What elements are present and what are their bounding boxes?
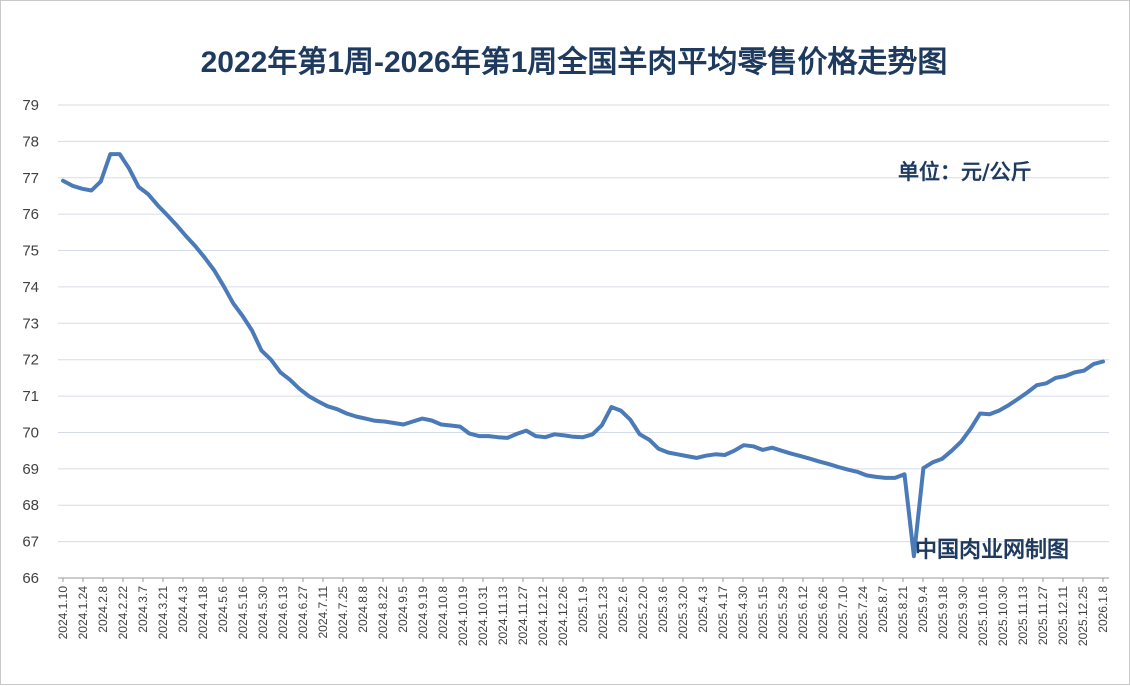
x-tick-label: 2025.8.7 bbox=[876, 586, 890, 633]
y-tick-label: 78 bbox=[22, 133, 39, 150]
x-tick-label: 2024.12.26 bbox=[556, 586, 570, 646]
x-tick-label: 2025.4.3 bbox=[696, 586, 710, 633]
x-tick-label: 2025.9.18 bbox=[936, 586, 950, 640]
y-tick-label: 66 bbox=[22, 570, 39, 587]
x-tick-label: 2024.10.8 bbox=[436, 586, 450, 640]
y-tick-label: 70 bbox=[22, 424, 39, 441]
x-tick-label: 2024.4.3 bbox=[176, 586, 190, 633]
x-tick-label: 2025.7.10 bbox=[836, 586, 850, 640]
x-tick-label: 2024.5.6 bbox=[216, 586, 230, 633]
x-tick-label: 2024.4.18 bbox=[196, 586, 210, 640]
x-tick-label: 2025.4.30 bbox=[736, 586, 750, 640]
x-tick-label: 2025.2.6 bbox=[616, 586, 630, 633]
y-tick-label: 74 bbox=[22, 279, 39, 296]
x-tick-label: 2024.10.19 bbox=[456, 586, 470, 646]
y-tick-label: 69 bbox=[22, 461, 39, 478]
x-tick-label: 2024.5.30 bbox=[256, 586, 270, 640]
x-tick-label: 2025.4.17 bbox=[716, 586, 730, 640]
x-tick-label: 2025.3.6 bbox=[656, 586, 670, 633]
x-tick-label: 2025.11.27 bbox=[1036, 586, 1050, 645]
x-tick-label: 2025.7.24 bbox=[856, 586, 870, 640]
x-tick-label: 2024.7.25 bbox=[336, 586, 350, 640]
x-tick-label: 2026.1.8 bbox=[1096, 586, 1110, 633]
watermark-label: 中国肉业网制图 bbox=[915, 538, 1069, 563]
x-tick-label: 2025.11.13 bbox=[1016, 586, 1030, 645]
x-tick-label: 2025.3.20 bbox=[676, 586, 690, 640]
chart-title: 2022年第1周-2026年第1周全国羊肉平均零售价格走势图 bbox=[201, 45, 948, 79]
y-tick-label: 67 bbox=[22, 534, 39, 551]
x-tick-label: 2024.10.31 bbox=[476, 586, 490, 646]
x-tick-label: 2025.5.15 bbox=[756, 586, 770, 640]
unit-label: 单位：元/公斤 bbox=[898, 160, 1032, 184]
x-tick-label: 2025.6.26 bbox=[816, 586, 830, 640]
x-tick-label: 2024.1.24 bbox=[76, 586, 90, 640]
x-tick-label: 2024.6.13 bbox=[276, 586, 290, 640]
x-tick-label: 2024.8.22 bbox=[376, 586, 390, 640]
x-tick-label: 2024.8.8 bbox=[356, 586, 370, 633]
x-tick-label: 2024.2.22 bbox=[116, 586, 130, 640]
x-tick-label: 2025.1.23 bbox=[596, 586, 610, 640]
y-tick-label: 68 bbox=[22, 497, 39, 514]
series-layer bbox=[61, 152, 1105, 559]
x-tick-label: 2024.3.21 bbox=[156, 586, 170, 640]
x-tick-label: 2025.9.4 bbox=[916, 586, 930, 633]
x-tick-label: 2025.12.25 bbox=[1076, 586, 1090, 646]
x-tick-label: 2025.5.29 bbox=[776, 586, 790, 640]
x-tick-label: 2025.2.20 bbox=[636, 586, 650, 640]
x-tick-label: 2024.12.12 bbox=[536, 586, 550, 646]
x-tick-label: 2024.11.13 bbox=[496, 586, 510, 645]
x-tick-label: 2025.9.30 bbox=[956, 586, 970, 640]
x-tick-label: 2024.1.10 bbox=[56, 586, 70, 640]
x-tick-label: 2025.12.11 bbox=[1056, 586, 1070, 645]
x-tick-label: 2025.10.30 bbox=[996, 586, 1010, 646]
series-line-0 bbox=[61, 152, 1105, 559]
x-tick-label: 2025.6.12 bbox=[796, 586, 810, 640]
x-tick-label: 2024.3.7 bbox=[136, 586, 150, 633]
y-tick-label: 71 bbox=[22, 388, 39, 405]
y-axis: 66 67 68 69 70 71 72 73 74 75 76 77 78 79 bbox=[22, 97, 39, 587]
x-tick-label: 2024.5.16 bbox=[236, 586, 250, 640]
x-axis: 2024.1.10 2024.1.24 2024.2.8 2024.2.22 2024.… bbox=[56, 577, 1110, 646]
x-tick-label: 2025.1.9 bbox=[576, 586, 590, 633]
x-tick-label: 2024.2.8 bbox=[96, 586, 110, 633]
x-tick-label: 2024.9.5 bbox=[396, 586, 410, 633]
y-tick-label: 79 bbox=[22, 97, 39, 114]
y-tick-label: 73 bbox=[22, 315, 39, 332]
y-tick-label: 72 bbox=[22, 352, 39, 369]
y-tick-label: 77 bbox=[22, 170, 39, 187]
x-tick-label: 2024.6.27 bbox=[296, 586, 310, 640]
x-tick-label: 2024.7.11 bbox=[316, 586, 330, 639]
y-tick-label: 75 bbox=[22, 243, 39, 260]
x-tick-label: 2024.11.27 bbox=[516, 586, 530, 645]
x-tick-label: 2025.8.21 bbox=[896, 586, 910, 640]
y-tick-label: 76 bbox=[22, 206, 39, 223]
gridlines bbox=[58, 104, 1109, 579]
x-tick-label: 2024.9.19 bbox=[416, 586, 430, 640]
x-tick-label: 2025.10.16 bbox=[976, 586, 990, 646]
